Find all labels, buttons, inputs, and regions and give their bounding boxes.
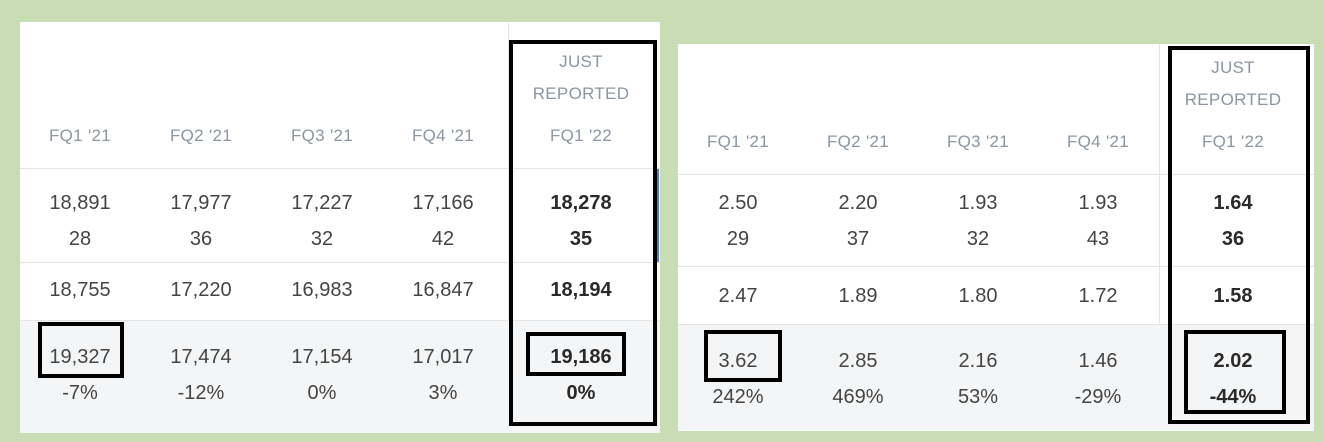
table-cell: 1.80: [958, 285, 998, 307]
header-row: JUST REPORTED FQ1 '21 FQ2 '21 FQ3 '21 FQ…: [20, 22, 660, 168]
table-cell: 19,327 -7%: [49, 346, 111, 404]
table-cell-current: 18,194: [550, 279, 612, 301]
table-row: 18,755 17,220 16,983 16,847 18,194: [20, 262, 660, 321]
table-cell: 1.93 32: [958, 192, 998, 250]
header-fq3-21[interactable]: FQ3 '21: [946, 132, 1010, 151]
header-fq4-21[interactable]: FQ4 '21: [411, 126, 475, 145]
just-reported-label: JUST REPORTED: [511, 46, 651, 110]
fq1-21-highlight-box: [38, 322, 124, 378]
table-row: 2.50 29 2.20 37 1.93 32 1.93 43 1.64 36: [678, 174, 1314, 267]
header-fq2-21[interactable]: FQ2 '21: [826, 132, 890, 151]
just-reported-highlight-box: [1168, 46, 1310, 424]
header-fq1-22[interactable]: FQ1 '22: [549, 126, 613, 145]
reported-label: REPORTED: [1184, 90, 1282, 109]
table-cell: 2.50 29: [718, 192, 758, 250]
table-row: 19,327 -7% 17,474 -12% 17,154 0% 17,017 3% 1…: [20, 320, 660, 433]
fq1-22-highlight-box: [1184, 330, 1286, 414]
table-cell-current: 2.02 -44%: [1209, 350, 1257, 408]
header-fq4-21[interactable]: FQ4 '21: [1066, 132, 1130, 151]
header-fq1-21[interactable]: FQ1 '21: [48, 126, 112, 145]
just-label: JUST: [559, 52, 603, 71]
header-fq2-21[interactable]: FQ2 '21: [169, 126, 233, 145]
just-reported-label: JUST REPORTED: [1163, 52, 1303, 116]
just-reported-highlight-box: [509, 40, 657, 426]
fq1-21-highlight-box: [704, 330, 782, 382]
table-row: 2.47 1.89 1.80 1.72 1.58: [678, 266, 1314, 325]
table-cell-current: 1.64 36: [1213, 192, 1253, 250]
table-cell-current: 19,186 0%: [550, 346, 612, 404]
table-cell: 18,755: [49, 279, 111, 301]
table-cell: 1.89: [838, 285, 878, 307]
table-cell: 16,983: [291, 279, 353, 301]
header-fq3-21[interactable]: FQ3 '21: [290, 126, 354, 145]
header-fq1-21[interactable]: FQ1 '21: [706, 132, 770, 151]
table-cell: 17,220: [170, 279, 232, 301]
table-row: 18,891 28 17,977 36 17,227 32 17,166 42 18,2…: [20, 168, 660, 263]
table-cell: 17,166 42: [412, 192, 474, 250]
row-highlight-edge: [657, 168, 659, 262]
table-cell: 17,154 0%: [291, 346, 353, 404]
column-divider: [508, 22, 509, 432]
table-cell: 2.20 37: [838, 192, 878, 250]
fq1-22-highlight-box: [526, 332, 626, 376]
table-cell: 2.47: [718, 285, 758, 307]
table-cell: 1.46 -29%: [1074, 350, 1122, 408]
table-cell-current: 18,278 35: [550, 192, 612, 250]
left-estimates-table: JUST REPORTED FQ1 '21 FQ2 '21 FQ3 '21 FQ…: [20, 22, 660, 433]
column-divider: [1159, 44, 1160, 430]
reported-label: REPORTED: [532, 84, 630, 103]
right-eps-table: JUST REPORTED FQ1 '21 FQ2 '21 FQ3 '21 FQ…: [678, 44, 1314, 431]
just-label: JUST: [1211, 58, 1255, 77]
table-cell: 1.72: [1078, 285, 1118, 307]
table-cell: 16,847: [412, 279, 474, 301]
table-cell: 18,891 28: [49, 192, 111, 250]
table-cell: 1.93 43: [1078, 192, 1118, 250]
header-row: JUST REPORTED FQ1 '21 FQ2 '21 FQ3 '21 FQ…: [678, 44, 1314, 174]
table-cell-current: 1.58: [1213, 285, 1253, 307]
table-cell: 17,017 3%: [412, 346, 474, 404]
header-fq1-22[interactable]: FQ1 '22: [1201, 132, 1265, 151]
table-cell: 3.62 242%: [712, 350, 764, 408]
table-cell: 17,977 36: [170, 192, 232, 250]
table-cell: 17,474 -12%: [170, 346, 232, 404]
table-cell: 2.85 469%: [832, 350, 884, 408]
table-cell: 2.16 53%: [957, 350, 999, 408]
table-cell: 17,227 32: [291, 192, 353, 250]
